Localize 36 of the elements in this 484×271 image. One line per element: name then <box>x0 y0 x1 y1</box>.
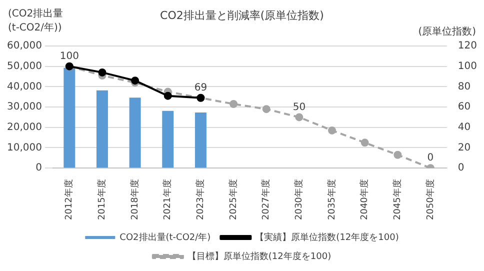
y-axis-title: (CO2排出量 (t-CO2/年)) <box>8 8 64 34</box>
x-tick-label: 2018年度 <box>129 179 140 220</box>
y2-axis-title: (原単位指数) <box>418 26 476 38</box>
data-label: 50 <box>292 102 306 113</box>
y-tick-label: 60,000 <box>6 40 42 52</box>
y2-tick-label: 100 <box>458 60 478 72</box>
legend-label: 【実績】原単位指数(12年度を100) <box>255 232 399 243</box>
x-tick-label: 2050年度 <box>424 179 436 220</box>
x-tick-label: 2021年度 <box>162 179 174 220</box>
data-label: 0 <box>427 152 434 164</box>
data-label: 100 <box>60 50 79 62</box>
x-tick-label: 2035年度 <box>326 179 338 220</box>
x-tick-label: 2045年度 <box>392 179 404 220</box>
x-tick-label: 2015年度 <box>96 179 108 220</box>
y2-tick-label: 40 <box>458 122 471 133</box>
x-tick-label: 2012年度 <box>64 179 75 220</box>
legend-label: 【目標】原単位指数(12年度を100) <box>187 250 332 262</box>
y-tick-label: 50,000 <box>6 60 42 72</box>
y2-tick-label: 0 <box>458 162 464 174</box>
y2-tick-label: 60 <box>458 102 471 113</box>
legend-label: CO2排出量(t-CO2/年) <box>120 232 211 243</box>
chart-title: CO2排出量と削減率(原単位指数) <box>160 8 324 22</box>
data-label: 69 <box>194 82 208 94</box>
y2-tick-label: 80 <box>458 81 471 92</box>
y-tick-label: 10,000 <box>6 142 42 154</box>
y-tick-label: 0 <box>36 162 42 174</box>
x-tick-label: 2030年度 <box>294 179 305 220</box>
y-tick-label: 30,000 <box>6 102 42 113</box>
x-tick-label: 2040年度 <box>359 179 370 220</box>
x-tick-label: 2027年度 <box>260 179 272 220</box>
x-tick-label: 2023年度 <box>195 179 206 220</box>
y2-tick-label: 20 <box>458 142 471 154</box>
y2-tick-label: 120 <box>458 40 478 52</box>
y-tick-label: 20,000 <box>6 122 42 133</box>
x-tick-label: 2025年度 <box>228 179 239 220</box>
y-tick-label: 40,000 <box>6 81 42 92</box>
